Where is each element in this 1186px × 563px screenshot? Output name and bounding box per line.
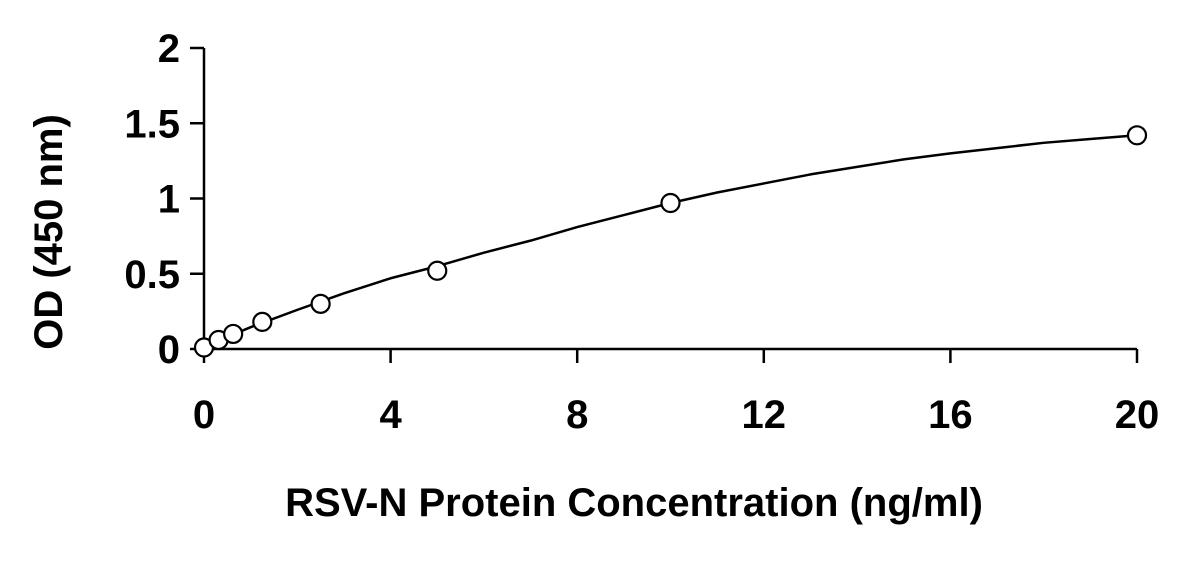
y-tick-label: 2 [158, 27, 180, 71]
tick-labels: 00.511.520 4 8 12 16 20 [124, 27, 1159, 437]
x-tick-label: 0 [193, 393, 215, 437]
x-axis-title: RSV-N Protein Concentration (ng/ml) [285, 481, 983, 525]
x-tick-label: 12 [742, 393, 787, 437]
data-point [223, 323, 244, 345]
data-points [193, 125, 1148, 358]
x-tick-label: 4 [379, 393, 402, 437]
x-tick-label: 8 [566, 393, 588, 437]
axes [190, 46, 1139, 363]
y-tick-label: 0.5 [124, 253, 180, 297]
data-point [252, 311, 273, 333]
data-point [660, 192, 681, 214]
y-tick-label: 0 [158, 328, 180, 372]
y-tick-label: 1.5 [124, 102, 180, 146]
y-axis-title: OD (450 nm) [27, 114, 71, 350]
data-point [310, 293, 331, 314]
data-point [427, 260, 448, 281]
data-point [1126, 125, 1148, 146]
x-tick-label: 20 [1115, 393, 1160, 437]
x-tick-label: 16 [928, 393, 973, 437]
fit-curve-layer [203, 134, 1138, 349]
y-tick-label: 1 [158, 178, 180, 222]
fit-curve [203, 134, 1138, 349]
